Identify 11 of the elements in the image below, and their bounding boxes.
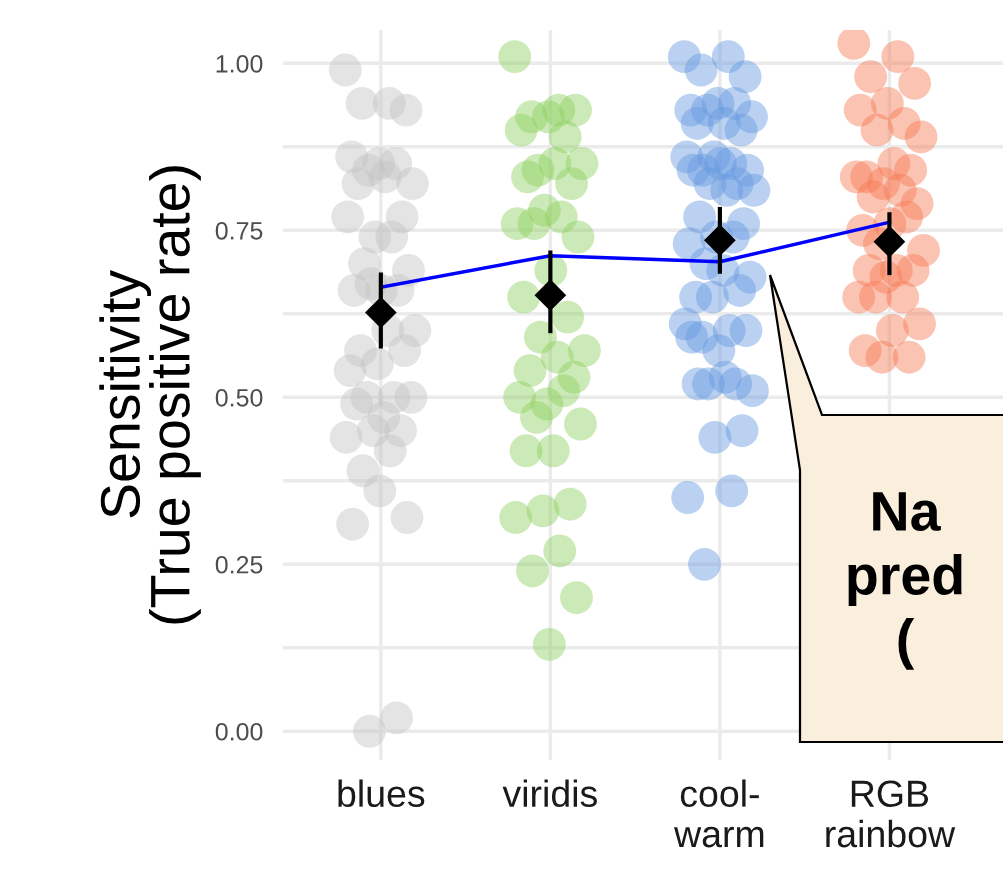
y-tick-label: 0.00 [215,722,263,741]
y-tick-label: 0.25 [215,555,263,574]
x-tick-label: cool- warm [674,779,764,848]
y-tick-label: 0.50 [215,388,263,407]
y-tick-label: 1.00 [216,54,263,73]
x-tick-label: viridis [502,779,597,808]
y-axis-title: Sensitivity (True positive rate) [99,166,201,624]
x-tick-label: RGB rainbow [826,780,956,848]
annotation: Na pred ( [848,492,962,670]
x-tick-label: blues [338,779,425,808]
y-tick-label: 0.75 [215,221,263,240]
